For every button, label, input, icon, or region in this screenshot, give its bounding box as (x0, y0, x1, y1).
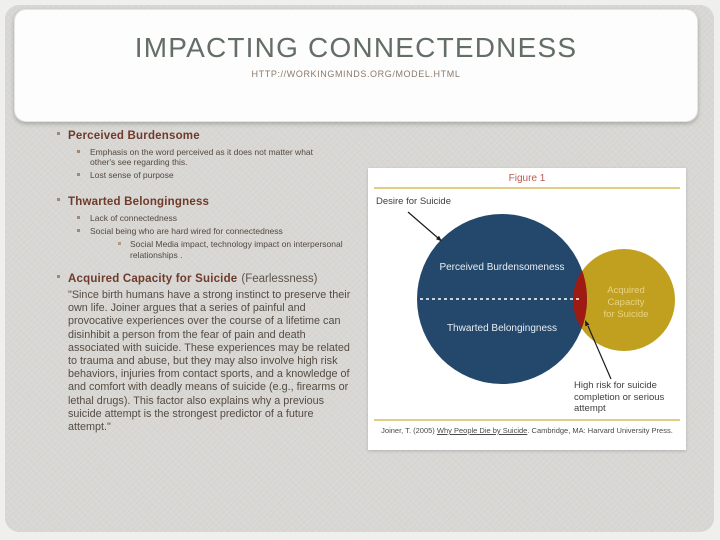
slide-subtitle: HTTP://WORKINGMINDS.ORG/MODEL.HTML (251, 69, 461, 79)
high-risk-label: High risk for suicide completion or seri… (574, 380, 665, 414)
list-item: Emphasis on the word perceived as it doe… (55, 147, 330, 167)
bullet-icon (77, 173, 80, 176)
section-heading: Thwarted Belongingness (68, 196, 210, 208)
section-heading-suffix: (Fearlessness) (241, 273, 318, 285)
list-item: Lack of connectedness (55, 213, 330, 223)
bullet-icon (77, 150, 80, 153)
list-item-text: Social Media impact, technology impact o… (130, 239, 343, 260)
list-item-text: Emphasis on the word perceived as it doe… (90, 147, 314, 167)
acquired-capacity-label-line: Capacity (607, 297, 645, 308)
bullet-icon (57, 198, 60, 201)
bullet-icon (57, 132, 60, 135)
section-thwarted-belongingness: Thwarted Belongingness Lack of connected… (55, 192, 355, 260)
figure-citation: Joiner, T. (2005) Why People Die by Suic… (368, 426, 686, 435)
list-item-text: Lack of connectedness (90, 213, 177, 223)
section-acquired-capacity: Acquired Capacity for Suicide (Fearlessne… (55, 269, 355, 434)
desire-for-suicide-circle (417, 214, 587, 384)
desire-for-suicide-label: Desire for Suicide (376, 196, 451, 207)
section-heading-row: Perceived Burdensome (55, 126, 355, 144)
desire-arrowhead-icon (436, 235, 442, 242)
section-perceived-burdensome: Perceived Burdensome Emphasis on the wor… (55, 126, 355, 180)
high-risk-arrowhead-icon (585, 320, 590, 327)
perceived-burdensomeness-label: Perceived Burdensomeness (439, 262, 565, 273)
bullet-icon (57, 275, 60, 278)
list-item-text: Lost sense of purpose (90, 170, 174, 180)
quote-paragraph: "Since birth humans have a strong instin… (68, 289, 351, 434)
section-heading: Acquired Capacity for Suicide (68, 273, 238, 285)
desire-arrow (407, 211, 439, 239)
bullet-icon (77, 216, 80, 219)
bullet-icon (77, 229, 80, 232)
slide-title: IMPACTING CONNECTEDNESS (134, 32, 578, 63)
acquired-capacity-label-line: for Suicide (603, 309, 649, 320)
thwarted-belongingness-label: Thwarted Belongingness (446, 323, 558, 334)
section-heading: Perceived Burdensome (68, 130, 200, 142)
acquired-capacity-circle (573, 249, 675, 351)
figure-1-panel: Figure 1 Desire for Suicide Perceived Bu… (368, 168, 686, 450)
list-item: Lost sense of purpose (55, 170, 330, 180)
acquired-capacity-label: Acquired Capacity for Suicide (582, 285, 670, 321)
figure-title: Figure 1 (508, 173, 546, 184)
list-item-text: Social being who are hard wired for conn… (90, 226, 283, 236)
citation-post: . Cambridge, MA: Harvard University Pres… (527, 426, 673, 435)
title-card: IMPACTING CONNECTEDNESS HTTP://WORKINGMI… (14, 9, 698, 122)
citation-book-title: Why People Die by Suicide (436, 426, 528, 435)
acquired-capacity-label-line: Acquired (607, 285, 645, 296)
list-item: Social being who are hard wired for conn… (55, 226, 330, 236)
citation-pre: Joiner, T. (2005) (381, 426, 437, 435)
bullet-icon (118, 242, 121, 245)
venn-diagram (374, 187, 680, 421)
list-item-nested: Social Media impact, technology impact o… (55, 239, 345, 260)
slide-background: IMPACTING CONNECTEDNESS HTTP://WORKINGMI… (5, 5, 714, 532)
section-heading-row: Acquired Capacity for Suicide (Fearlessne… (55, 269, 355, 287)
high-risk-arrow (587, 325, 612, 380)
section-heading-row: Thwarted Belongingness (55, 192, 355, 210)
